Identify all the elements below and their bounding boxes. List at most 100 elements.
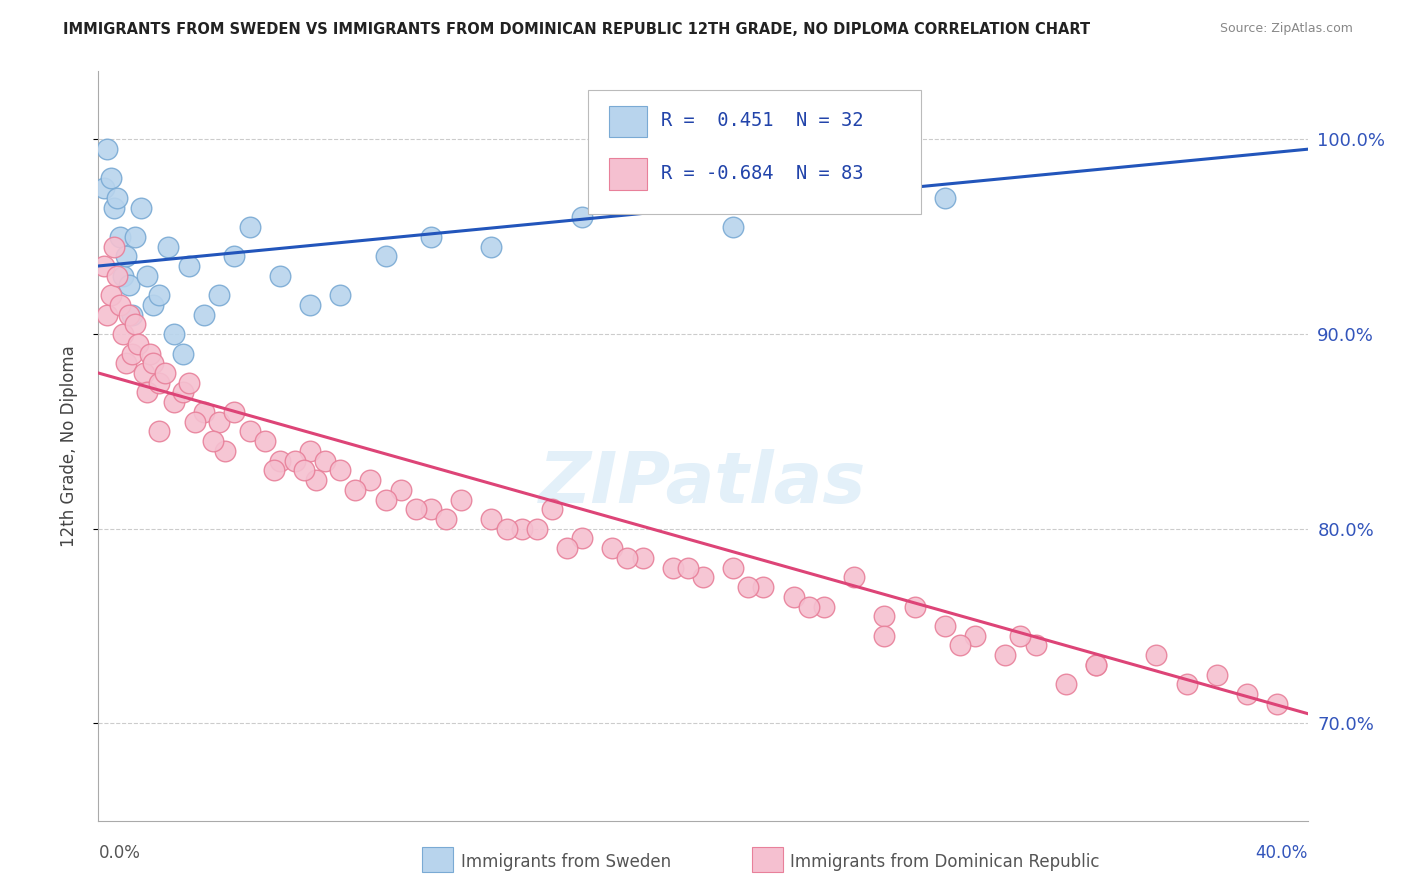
Point [103,201,125,215]
Point [1054,677,1077,691]
Point [1206,667,1229,681]
Point [495,522,517,536]
Text: 0.0%: 0.0% [98,844,141,862]
Point [108,229,131,244]
Point [481,239,503,253]
Point [434,512,457,526]
Point [253,434,276,449]
Point [139,346,162,360]
FancyBboxPatch shape [609,158,647,190]
Point [239,220,262,235]
Point [224,249,246,263]
FancyBboxPatch shape [588,90,921,214]
Point [571,532,593,546]
Point [269,453,291,467]
Point [329,288,352,302]
Point [214,443,236,458]
Point [153,366,176,380]
Point [105,191,128,205]
Point [631,550,654,565]
Point [1085,657,1108,672]
Text: ZIPatlas: ZIPatlas [540,449,866,518]
Point [329,463,352,477]
Point [114,356,136,370]
Y-axis label: 12th Grade, No Diploma: 12th Grade, No Diploma [59,345,77,547]
Point [124,229,146,244]
Point [284,453,307,467]
Point [1236,687,1258,701]
Text: Source: ZipAtlas.com: Source: ZipAtlas.com [1219,22,1353,36]
Point [344,483,367,497]
Point [121,308,143,322]
Point [129,201,152,215]
Point [135,268,157,283]
Point [360,473,382,487]
Point [100,171,122,186]
Point [1085,657,1108,672]
Point [193,405,215,419]
Point [208,288,231,302]
Point [1024,639,1046,653]
Point [602,541,624,556]
Point [202,434,225,449]
Point [142,356,165,370]
Point [148,425,170,439]
Point [723,220,745,235]
Point [208,415,231,429]
Point [148,376,170,390]
Text: R = -0.684  N = 83: R = -0.684 N = 83 [661,164,863,183]
Point [571,211,593,225]
Point [132,366,155,380]
Point [510,522,533,536]
Point [481,512,503,526]
Point [737,580,759,594]
Point [142,298,165,312]
Point [179,259,201,273]
Text: IMMIGRANTS FROM SWEDEN VS IMMIGRANTS FROM DOMINICAN REPUBLIC 12TH GRADE, NO DIPL: IMMIGRANTS FROM SWEDEN VS IMMIGRANTS FRO… [63,22,1091,37]
Point [450,492,472,507]
Point [105,268,128,283]
Point [96,142,118,156]
Point [813,599,835,614]
Point [118,308,141,322]
Point [96,308,118,322]
Point [124,318,146,332]
Point [949,639,972,653]
Text: Immigrants from Dominican Republic: Immigrants from Dominican Republic [790,853,1099,871]
Point [1146,648,1168,663]
Point [118,278,141,293]
Point [111,268,134,283]
Point [374,249,396,263]
Point [723,560,745,574]
Point [121,346,143,360]
Point [904,599,927,614]
Point [127,336,149,351]
Point [797,599,820,614]
Point [676,560,699,574]
Point [752,580,775,594]
Point [111,327,134,342]
Point [193,308,215,322]
Point [103,239,125,253]
Point [224,405,246,419]
Point [616,550,638,565]
Point [108,298,131,312]
Point [420,502,443,516]
Point [314,453,336,467]
Text: 40.0%: 40.0% [1256,844,1308,862]
Point [1175,677,1198,691]
Point [994,648,1017,663]
Point [163,327,186,342]
Point [156,239,179,253]
Point [844,570,866,584]
Point [405,502,427,516]
Point [873,609,896,624]
Point [263,463,285,477]
Point [163,395,186,409]
Point [934,191,956,205]
Point [374,492,396,507]
FancyBboxPatch shape [609,106,647,137]
Point [172,385,194,400]
Point [1267,697,1289,711]
Point [172,346,194,360]
